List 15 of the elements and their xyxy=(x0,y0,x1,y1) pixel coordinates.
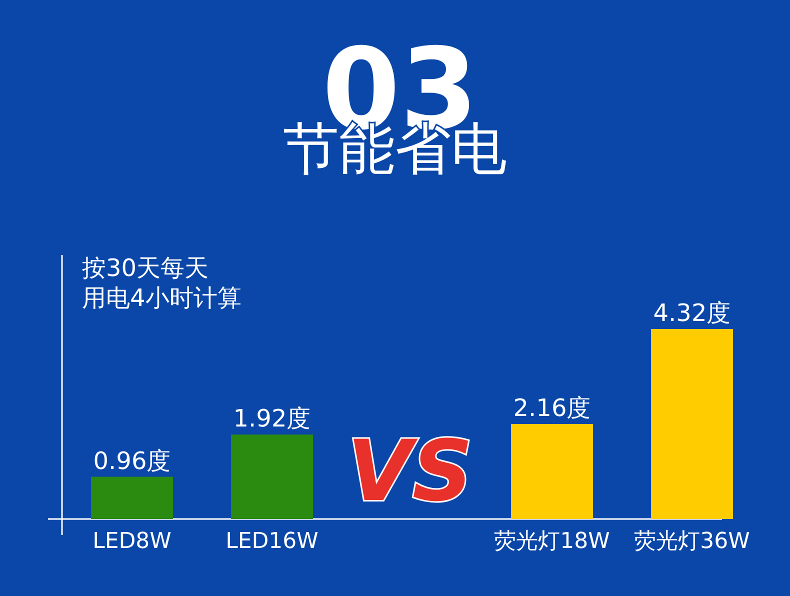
data-label: 4.32度 xyxy=(653,299,731,327)
data-label: 2.16度 xyxy=(513,394,591,422)
bar xyxy=(651,329,733,519)
data-label: 0.96度 xyxy=(93,446,171,475)
x-tick-label: 荧光灯18W xyxy=(494,529,610,554)
bar xyxy=(231,434,313,519)
bar xyxy=(511,424,593,519)
text: 用电4小时计算 xyxy=(82,284,242,312)
x-tick-label: LED8W xyxy=(92,529,172,554)
bar xyxy=(91,476,173,519)
text: 按30天每天 xyxy=(82,254,209,282)
x-tick-label: LED16W xyxy=(226,529,319,554)
data-label: 1.92度 xyxy=(233,404,311,433)
x-tick-label: 荧光灯36W xyxy=(634,529,750,554)
annotation: VS xyxy=(347,422,473,520)
